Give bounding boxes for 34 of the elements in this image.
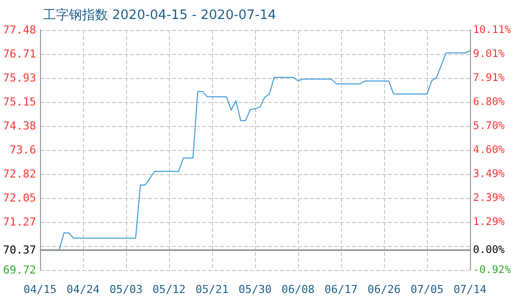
y2-tick-label: 5.70%: [473, 120, 506, 132]
y-tick-label: 73.6: [10, 144, 36, 156]
y2-tick-label: 4.60%: [473, 144, 506, 156]
x-tick-label: 06/17: [324, 283, 358, 296]
y-tick-label: 77.48: [2, 24, 36, 36]
x-tick-label: 07/05: [410, 283, 444, 296]
y-tick-label: 71.27: [2, 216, 36, 229]
y2-tick-label: -0.92%: [473, 264, 512, 276]
y2-tick-label: 7.91%: [473, 72, 506, 84]
x-tick-label: 05/12: [152, 283, 186, 296]
x-tick-label: 04/24: [66, 283, 100, 296]
x-tick-label: 05/03: [110, 283, 143, 296]
y2-tick-label: 0.00%: [473, 244, 506, 256]
y2-tick-label: 9.01%: [473, 48, 506, 60]
y2-tick-label: 10.11%: [473, 24, 512, 36]
y-tick-label: 74.38: [2, 119, 36, 132]
chart-title: 工字钢指数 2020-04-15 - 2020-07-14: [43, 7, 276, 23]
y-tick-label: 76.71: [2, 47, 36, 60]
x-tick-label: 07/14: [453, 283, 487, 296]
x-tick-label: 04/15: [24, 283, 57, 296]
y2-tick-label: 1.29%: [473, 216, 506, 228]
x-tick-label: 06/26: [367, 283, 401, 296]
x-tick-label: 05/30: [238, 283, 272, 296]
x-tick-label: 05/21: [196, 283, 229, 296]
y2-tick-label: 2.39%: [473, 192, 506, 204]
y2-tick-label: 3.49%: [473, 168, 506, 180]
y-tick-label: 70.37: [2, 243, 36, 256]
x-tick-label: 06/08: [281, 283, 315, 296]
y-tick-label: 69.72: [2, 264, 36, 276]
y2-tick-label: 6.80%: [473, 96, 506, 108]
y-tick-label: 75.15: [2, 96, 36, 109]
y-tick-label: 72.05: [2, 191, 36, 204]
y-tick-label: 75.93: [2, 71, 36, 84]
y-tick-label: 72.82: [2, 168, 36, 181]
